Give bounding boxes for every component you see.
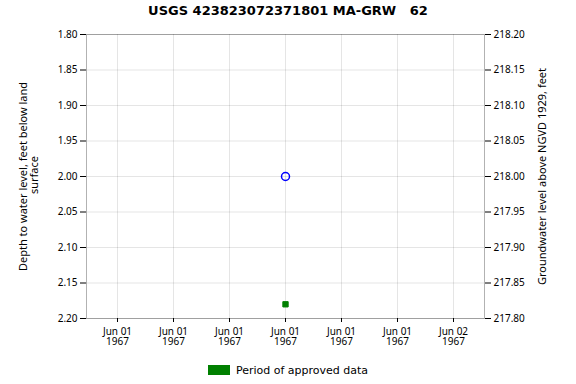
svg-text:Jun 011967: Jun 011967 [326, 324, 356, 348]
svg-text:217.90: 217.90 [494, 240, 526, 254]
svg-text:218.05: 218.05 [494, 133, 526, 147]
html-text:USGS 423823072371801 MA-GRW 62: USGS 423823072371801 MA-GRW 62 [148, 3, 428, 18]
svg-text:1.90: 1.90 [58, 98, 78, 112]
svg-text:217.85: 217.85 [494, 275, 526, 289]
svg-text:Jun 011967: Jun 011967 [382, 324, 412, 348]
svg-text:2.20: 2.20 [58, 311, 78, 325]
svg-text:1.95: 1.95 [58, 133, 78, 147]
svg-text:218.15: 218.15 [494, 62, 526, 76]
html-text:Period of approved data: Period of approved data [235, 363, 369, 377]
svg-text:218.20: 218.20 [494, 27, 526, 41]
svg-text:217.95: 217.95 [494, 204, 526, 218]
svg-text:Jun 011967: Jun 011967 [102, 324, 132, 348]
svg-text:Jun 011967: Jun 011967 [214, 324, 244, 348]
svg-text:218.10: 218.10 [494, 98, 526, 112]
svg-text:217.80: 217.80 [494, 311, 526, 325]
svg-text:2.00: 2.00 [58, 169, 78, 183]
svg-text:Groundwater level above NGVD 1: Groundwater level above NGVD 1929, feet [534, 68, 549, 285]
svg-text:Depth to water level, feet bel: Depth to water level, feet below land su… [15, 82, 41, 271]
svg-text:218.00: 218.00 [494, 169, 526, 183]
svg-text:Jun 011967: Jun 011967 [270, 324, 300, 348]
svg-text:2.15: 2.15 [58, 275, 78, 289]
svg-text:1.80: 1.80 [58, 27, 78, 41]
svg-text:2.05: 2.05 [58, 204, 78, 218]
svg-text:2.10: 2.10 [58, 240, 78, 254]
svg-text:Jun 011967: Jun 011967 [158, 324, 188, 348]
svg-text:1.85: 1.85 [58, 62, 78, 76]
svg-text:Jun 021967: Jun 021967 [438, 324, 468, 348]
